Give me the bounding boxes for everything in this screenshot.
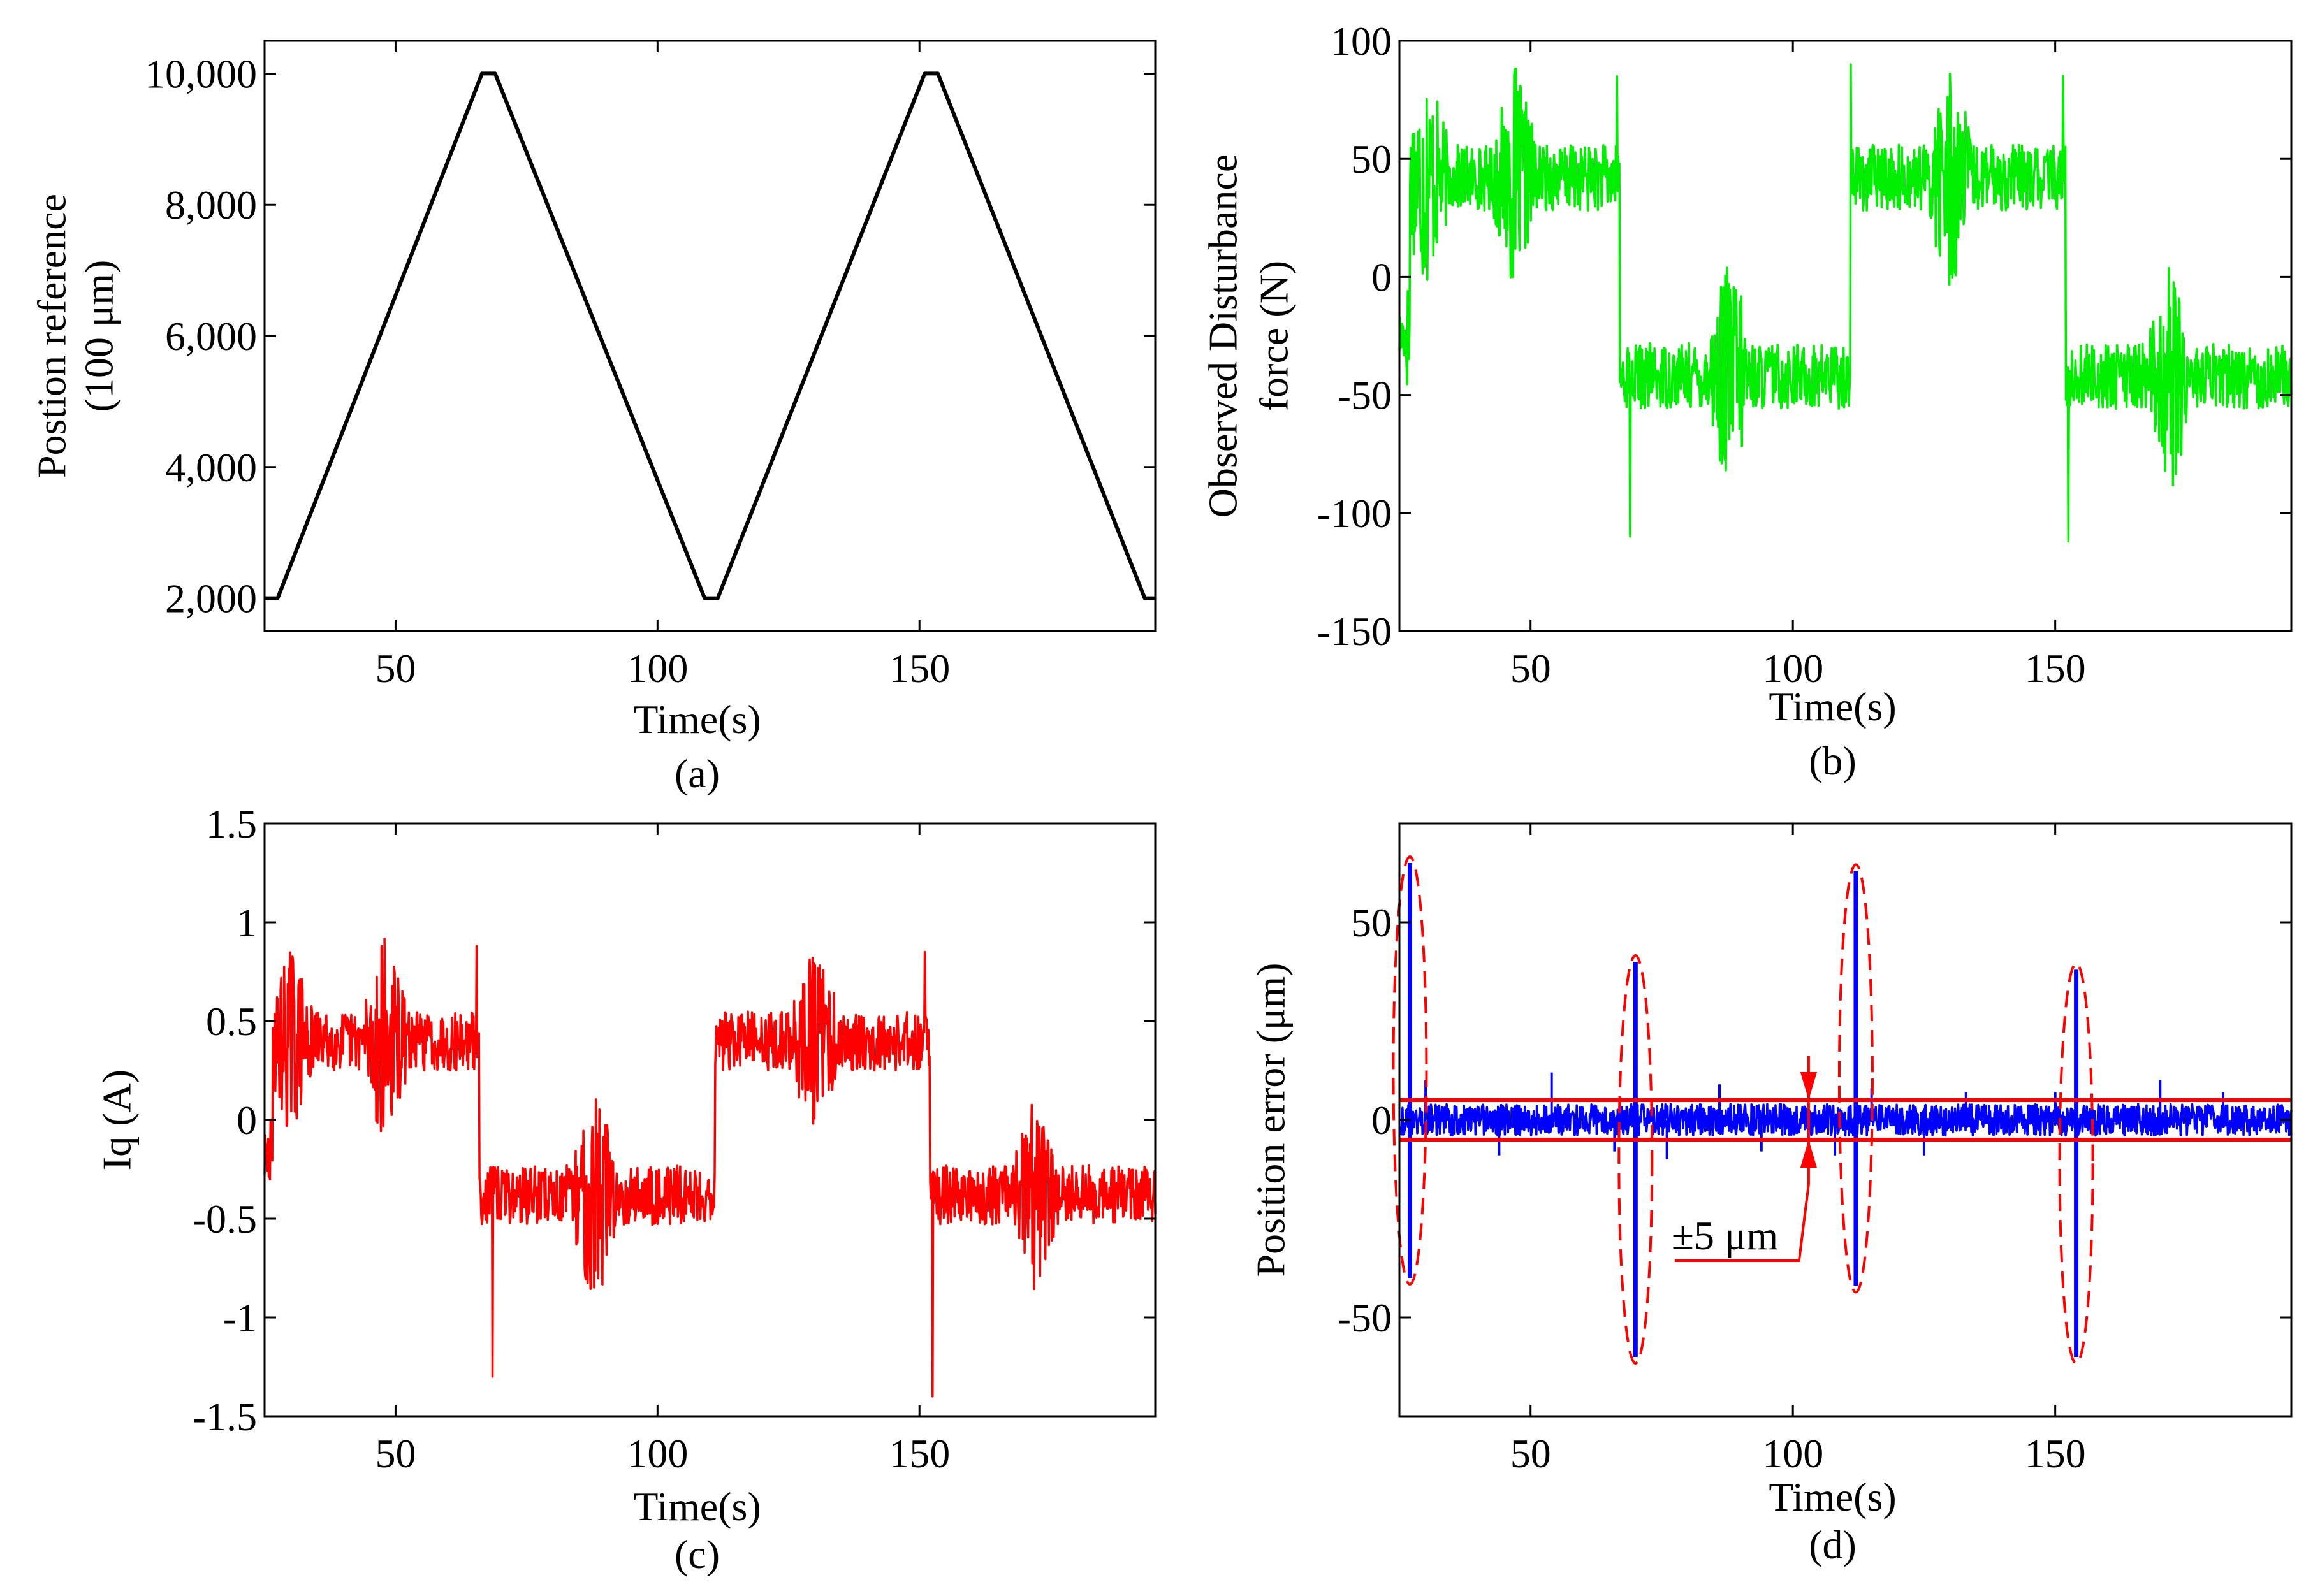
annotation-label: ±5 μm	[1672, 1213, 1778, 1258]
x-tick-label: 50	[375, 646, 416, 691]
x-axis-title: Time(s)	[633, 1484, 761, 1529]
y-axis-title: Position error (μm)	[1248, 963, 1294, 1277]
y-tick-label: -150	[1317, 609, 1392, 654]
y-tick-label: 1.5	[206, 801, 257, 846]
annotation-leader	[1674, 1184, 1810, 1262]
data-line	[1398, 63, 2293, 542]
x-tick-label: 150	[889, 646, 950, 691]
chart-panel-a: 50 100 150 2,000 4,000 6,000 8,000 10,000 Postio…	[29, 40, 1156, 796]
y-tick-label: -100	[1317, 491, 1392, 536]
x-tick-label: 100	[627, 646, 688, 691]
y-tick-label: -0.5	[193, 1196, 257, 1242]
y-tick-label: 2,000	[165, 576, 257, 621]
x-tick-label: 50	[1510, 646, 1551, 691]
y-tick-label: 10,000	[145, 51, 257, 96]
axes-box	[1398, 40, 2293, 632]
axes-box	[263, 822, 1156, 1418]
y-tick-label: 0	[237, 1098, 257, 1143]
data-line	[265, 71, 1155, 600]
x-tick-label: 150	[2025, 646, 2086, 691]
panel-label: (d)	[1809, 1522, 1857, 1567]
panel-label: (b)	[1809, 738, 1857, 783]
y-axis-title: Postion reference	[29, 194, 75, 478]
y-tick-label: -50	[1338, 373, 1392, 418]
x-tick-label: 100	[1762, 646, 1823, 691]
y-tick-label: 0.5	[206, 999, 257, 1044]
axes-box	[263, 40, 1156, 632]
y-axis-title: Iq (A)	[94, 1070, 140, 1170]
y-tick-label: -50	[1338, 1295, 1392, 1340]
data-line	[1398, 1103, 2293, 1137]
panel-label: (c)	[675, 1532, 720, 1577]
y-tick-label: 50	[1351, 136, 1392, 182]
y-tick-label: 0	[1371, 1098, 1392, 1143]
y-tick-label: 50	[1351, 900, 1392, 945]
y-axis-title: Observed Disturbance	[1200, 154, 1246, 518]
x-tick-label: 50	[1510, 1431, 1551, 1476]
y-tick-label: 100	[1331, 18, 1392, 64]
y-axis-title-line2: (100 μm)	[77, 260, 122, 412]
spike-ellipse	[1837, 863, 1874, 1294]
y-tick-label: 6,000	[165, 314, 257, 359]
chart-panel-d: ±5 μm 50 100 150 -50 0 50 Position error (μm) Ti…	[1248, 822, 2293, 1567]
x-tick-label: 150	[889, 1431, 950, 1476]
x-axis-title: Time(s)	[1769, 684, 1896, 729]
spike-ellipse	[1392, 855, 1428, 1286]
x-tick-label: 150	[2025, 1431, 2086, 1476]
x-tick-label: 100	[1762, 1431, 1823, 1476]
y-tick-label: 0	[1371, 254, 1392, 300]
y-axis-title-line2: force (N)	[1251, 261, 1297, 411]
y-tick-label: -1.5	[193, 1394, 257, 1439]
y-tick-label: 8,000	[165, 182, 257, 228]
chart-panel-b: 50 100 150 -150 -100 -50 0 50 100 Observed Distur…	[1200, 18, 2293, 783]
x-tick-label: 100	[627, 1431, 688, 1476]
x-axis-title: Time(s)	[633, 697, 761, 742]
y-tick-label: 4,000	[165, 445, 257, 490]
y-tick-label: 1	[237, 900, 257, 945]
chart-panel-c: 50 100 150 -1.5 -1 -0.5 0 0.5 1 1.5 Iq (A) Time(s)(…	[94, 801, 1156, 1577]
x-tick-label: 50	[375, 1431, 416, 1476]
spike-ellipse	[2058, 962, 2094, 1365]
x-axis-title: Time(s)	[1769, 1474, 1896, 1520]
panel-label: (a)	[675, 751, 720, 796]
annotation-arrow-up	[1800, 1140, 1817, 1168]
y-tick-label: -1	[223, 1295, 257, 1340]
annotation-arrow-down	[1800, 1072, 1817, 1100]
spike-ellipse	[1617, 954, 1654, 1365]
data-line	[263, 938, 1156, 1398]
